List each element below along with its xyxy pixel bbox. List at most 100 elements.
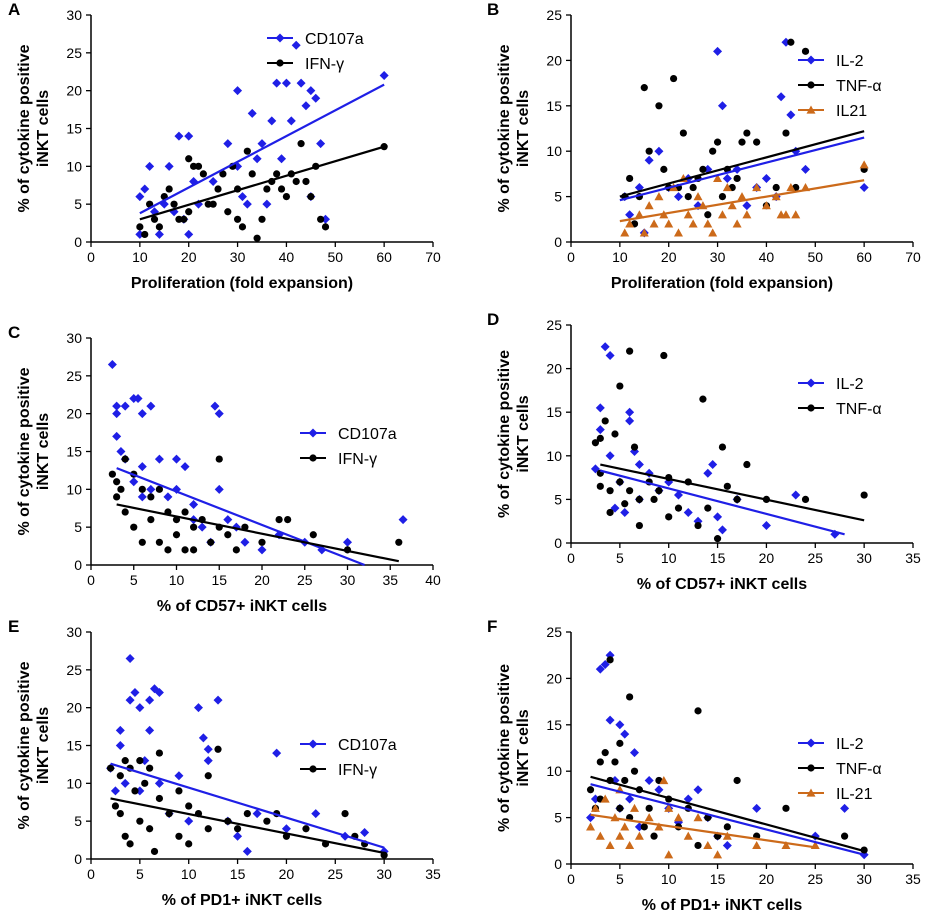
data-point-il21: [703, 219, 713, 228]
data-point-tnf-: [699, 395, 707, 403]
data-point-ifn-: [106, 764, 115, 772]
data-point-il-2: [615, 720, 625, 730]
y-tick-label-e: 10: [66, 775, 82, 791]
data-point-ifn-: [141, 779, 149, 787]
data-point-cd107a: [277, 154, 287, 164]
data-point-il-21: [644, 813, 654, 822]
data-point-ifn-: [258, 215, 266, 223]
data-point-il21: [717, 210, 727, 219]
data-point-tnf-: [621, 500, 629, 508]
series-a-ifn-: [136, 140, 388, 242]
data-point-cd107a: [267, 116, 277, 126]
data-point-il-2: [742, 201, 752, 211]
data-point-ifn-: [204, 772, 212, 780]
x-tick-label-f: 20: [759, 871, 775, 887]
data-point-il-2: [644, 155, 654, 165]
y-tick-label-a: 15: [66, 121, 82, 137]
regression-line-cd107a: [116, 467, 366, 567]
data-point-cd107a: [242, 199, 252, 209]
data-point-il21: [688, 219, 698, 228]
data-point-cd107a: [242, 846, 252, 856]
data-point-il21: [732, 219, 742, 228]
data-point-tnf-: [684, 193, 692, 201]
x-tick-label-f: 15: [710, 871, 726, 887]
data-point-ifn-: [317, 215, 325, 223]
panel-label-b: B: [487, 0, 499, 19]
y-axis-label-line2-d: iNKT cells: [515, 395, 532, 472]
y-tick-label-f: 20: [546, 670, 562, 686]
data-point-ifn-: [116, 772, 124, 780]
data-point-ifn-: [233, 825, 242, 833]
data-point-cd107a: [145, 725, 155, 735]
data-point-ifn-: [108, 470, 116, 478]
data-point-il-2: [654, 785, 664, 795]
data-point-il-2: [717, 101, 727, 111]
data-point-ifn-: [263, 185, 271, 193]
data-point-ifn-: [138, 485, 146, 493]
x-tick-label-c: 35: [382, 572, 398, 588]
x-tick-label-d: 20: [759, 550, 775, 566]
y-axis-label-line2-e: iNKT cells: [35, 707, 52, 784]
data-point-ifn-: [224, 531, 232, 539]
y-tick-label-f: 10: [546, 763, 562, 779]
data-point-ifn-: [111, 802, 120, 810]
panel-b: B 0 10 20 30 40 50 60 70 0 5 10 15 20 25 Proliferation …: [487, 0, 921, 292]
data-point-tnf-: [860, 491, 868, 499]
data-point-il-2: [786, 110, 796, 120]
data-point-il-2: [693, 785, 703, 795]
data-point-il-21: [625, 840, 635, 850]
data-point-cd107a: [240, 537, 250, 547]
data-point-cd107a: [135, 192, 145, 202]
data-point-il-2: [595, 664, 605, 674]
data-point-il-21: [713, 850, 723, 859]
y-axis-label-line2-f: iNKT cells: [515, 709, 532, 786]
data-point-cd107a: [116, 447, 126, 456]
regression-line-ifn-: [116, 503, 400, 563]
legend-marker-tnf-: [807, 404, 815, 412]
data-point-il-2: [630, 748, 640, 758]
data-point-ifn-: [164, 546, 172, 554]
x-tick-label-c: 25: [297, 572, 313, 588]
data-point-il-21: [664, 850, 674, 859]
data-point-ifn-: [117, 485, 125, 493]
data-point-cd107a: [210, 401, 220, 411]
data-point-cd107a: [193, 703, 203, 713]
data-point-ifn-: [121, 757, 129, 765]
legend-label-tnf-: TNF-α: [836, 761, 882, 778]
legend-marker-il-2: [806, 738, 816, 748]
data-point-cd107a: [112, 401, 122, 411]
data-point-il-2: [752, 803, 762, 813]
data-point-tnf-: [635, 521, 644, 530]
data-point-ifn-: [209, 200, 217, 208]
data-point-il-2: [713, 512, 723, 522]
data-point-cd107a: [398, 515, 408, 525]
data-point-tnf-: [596, 434, 604, 442]
data-point-ifn-: [282, 193, 291, 201]
x-tick-label-e: 5: [136, 866, 144, 882]
data-point-ifn-: [232, 546, 240, 554]
data-point-tnf-: [782, 129, 790, 137]
y-tick-label-e: 15: [66, 738, 82, 754]
y-axis-label-b: % of cytokine positive iNKT cells: [496, 44, 532, 212]
data-point-ifn-: [155, 794, 163, 803]
data-point-tnf-: [645, 804, 653, 812]
data-point-il-21: [595, 831, 605, 840]
y-axis-label-line1-a: % of cytokine positive: [16, 44, 33, 212]
legend-label-il-21: IL-21: [836, 786, 873, 803]
x-tick-label-e: 20: [279, 866, 295, 882]
data-point-cd107a: [360, 828, 370, 838]
data-point-cd107a: [379, 71, 389, 81]
legend-label-il-2: IL-2: [836, 376, 864, 393]
regression-line-cd107a: [139, 83, 385, 215]
data-point-cd107a: [233, 86, 243, 96]
data-point-tnf-: [709, 147, 717, 155]
x-tick-label-e: 35: [425, 866, 441, 882]
x-tick-label-b: 30: [710, 249, 726, 265]
data-point-tnf-: [601, 749, 609, 757]
x-tick-label-e: 25: [327, 866, 343, 882]
data-point-ifn-: [190, 523, 198, 531]
data-point-il-2: [625, 407, 635, 417]
x-tick-label-b: 60: [856, 249, 872, 265]
y-tick-label-c: 10: [66, 481, 82, 497]
